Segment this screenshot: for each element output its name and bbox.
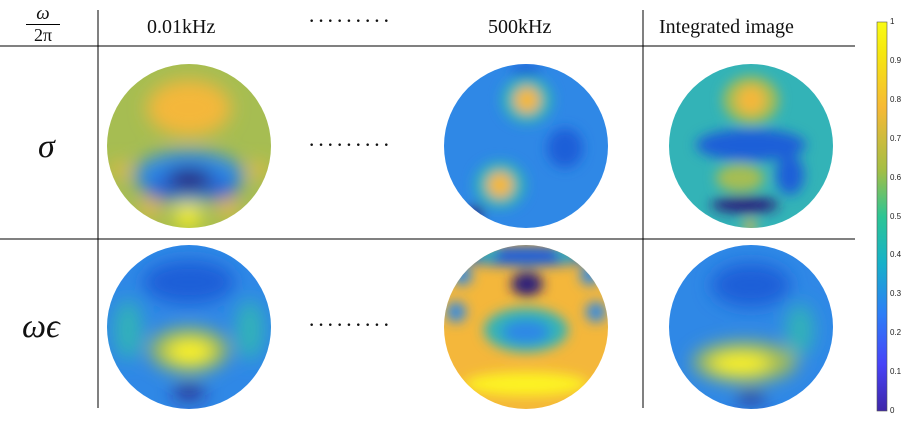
sigma-row-ellipsis: ········· xyxy=(308,132,392,157)
omega-epsilon-row-ellipsis: ········· xyxy=(308,312,392,337)
colorbar-tick-labels: 1 0.9 0.8 0.7 0.6 0.5 0.4 0.3 0.2 0.1 0 xyxy=(890,17,907,417)
colorbar-tick-0-9: 0.9 xyxy=(890,55,902,65)
sigma-500khz-image xyxy=(444,64,608,228)
column-header-ellipsis: ········· xyxy=(308,8,392,33)
column-header-500khz: 500kHz xyxy=(488,16,552,38)
sigma-integrated-image xyxy=(669,64,833,228)
colorbar-tick-0-7: 0.7 xyxy=(890,133,902,143)
colorbar-tick-0-8: 0.8 xyxy=(890,94,902,104)
colorbar-tick-1: 1 xyxy=(890,17,895,26)
colorbar-gradient xyxy=(876,21,888,412)
column-header-integrated-image: Integrated image xyxy=(659,16,794,38)
fraction-bar xyxy=(26,24,60,25)
omega-epsilon-row-label: ωϵ xyxy=(22,308,60,345)
colorbar xyxy=(876,21,888,412)
colorbar-tick-0-4: 0.4 xyxy=(890,250,902,260)
omega-epsilon-500khz-image xyxy=(444,245,608,409)
column-header-0-01khz: 0.01kHz xyxy=(147,16,216,38)
colorbar-tick-0-6: 0.6 xyxy=(890,172,902,182)
sigma-row-label: σ xyxy=(38,128,55,165)
colorbar-tick-0-2: 0.2 xyxy=(890,328,902,338)
omega-epsilon-integrated-image xyxy=(669,245,833,409)
colorbar-tick-0-5: 0.5 xyxy=(890,211,902,221)
omega-numerator: ω xyxy=(36,3,50,24)
omega-epsilon-0-01khz-image xyxy=(107,245,271,409)
colorbar-tick-0-1: 0.1 xyxy=(890,367,902,377)
colorbar-tick-0: 0 xyxy=(890,406,895,415)
colorbar-tick-0-3: 0.3 xyxy=(890,289,902,299)
frequency-fraction-label: ω 2π xyxy=(18,4,68,45)
sigma-0-01khz-image xyxy=(107,64,271,228)
two-pi-denominator: 2π xyxy=(33,25,53,45)
